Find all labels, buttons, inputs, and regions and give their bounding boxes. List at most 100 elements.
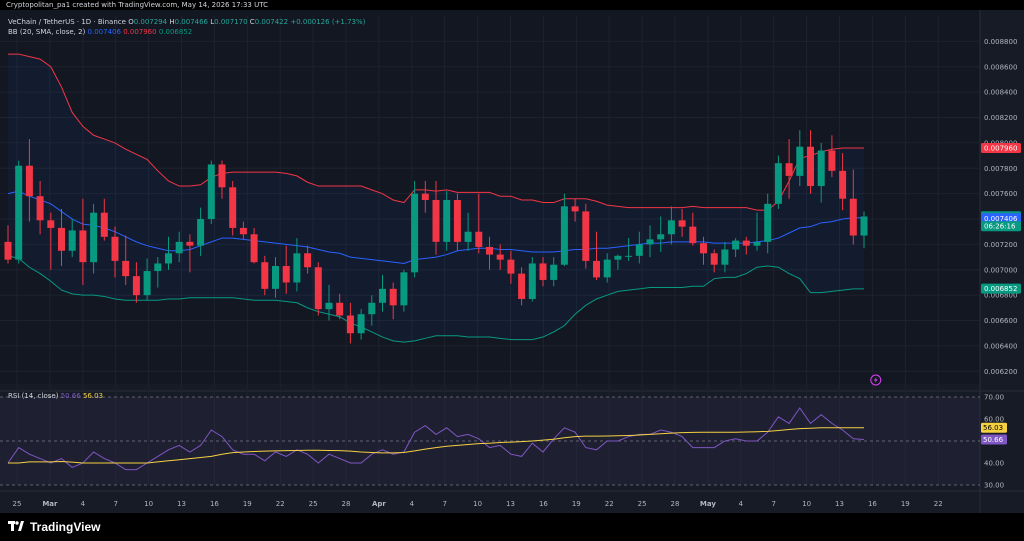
candle-body [657,234,665,240]
price-tick-label: 0.008800 [984,38,1017,46]
candle-body [807,146,814,187]
legend-c-label: C [249,18,255,26]
rsi-badge-label: 56.03 [983,424,1003,432]
candle-body [304,253,312,268]
price-tick-label: 0.007000 [984,266,1017,274]
candle-body [346,315,354,334]
candle-body [175,241,183,254]
rsi-legend-value: 50.66 [60,392,81,400]
price-tick-label: 0.007800 [984,165,1017,173]
candle-body [357,314,365,334]
candle-body [336,302,344,316]
candle-body [250,234,258,263]
time-tick-label: 16 [868,500,877,508]
legend-bb-label: BB (20, SMA, close, 2) [8,28,86,36]
legend-l-label: L [210,18,215,26]
candle-body [411,193,419,273]
candle-body [165,253,172,264]
candle-body [593,260,600,278]
candle-body [742,240,750,246]
price-badge [981,213,1021,224]
candle-body [154,263,162,272]
candle-body [700,243,707,254]
candle-body [100,212,108,237]
price-tick-label: 0.008200 [984,114,1017,122]
price-badge-label: 0.007406 [984,215,1018,223]
candle-body [368,302,376,315]
tradingview-logo-icon [8,521,24,531]
candle-body [47,220,55,228]
candle-body [25,165,33,197]
candle-body [400,272,408,306]
candle-body [860,216,868,236]
price-badge [981,283,1021,294]
candle-body [646,239,654,245]
candle-body [582,211,590,261]
time-tick-label: 25 [13,500,22,508]
candle-body [571,206,579,212]
candle-body [132,276,140,296]
candle-body [539,263,547,280]
candle-body [721,249,729,265]
legend-open: 0.007294 [133,18,168,26]
time-tick-label: 4 [410,500,415,508]
time-tick-label: 19 [901,500,910,508]
candle-body [36,196,44,221]
candle-body [486,246,493,255]
rsi-tick-label: 70.00 [984,394,1004,402]
candle-body [261,262,269,289]
price-tick-label: 0.007200 [984,241,1017,249]
legend-h-label: H [169,18,175,26]
time-tick-label: 4 [739,500,744,508]
footer: TradingView [0,513,1024,541]
price-tick-label: 0.006400 [984,342,1017,350]
rsi-badge [981,422,1007,433]
price-tick-label: 0.008400 [984,89,1017,97]
legend-symbol: VeChain / TetherUS · 1D · Binance [8,18,126,26]
time-tick-label: 22 [605,500,614,508]
candle-body [710,253,718,265]
countdown-badge [981,221,1021,232]
header-title: Cryptopolitan_pa1 created with TradingVi… [6,1,268,9]
candle-body [550,264,558,280]
time-tick-label: 16 [539,500,548,508]
badges: 0.0079600.0074220.0074060.00685206:26:16… [981,142,1021,445]
candle-body [314,267,322,310]
candle-body [507,259,515,274]
rsi-badge-label: 50.66 [983,436,1004,444]
candle-body [90,212,98,263]
legend-line-ohlc: VeChain / TetherUS · 1D · Binance O0.007… [8,17,365,27]
tradingview-logo-text: TradingView [30,520,101,534]
candle-body [464,231,472,242]
time-tick-label: 25 [309,500,318,508]
candle-body [79,230,87,263]
time-tick-label: 13 [177,500,186,508]
page-header: Cryptopolitan_pa1 created with TradingVi… [0,0,1024,10]
rsi-band [0,397,980,485]
chart-svg[interactable]: 0.006200 0.006400 0.006600 0.006800 0.007000… [0,10,1024,513]
candle-body [272,265,279,289]
candle-body [122,260,130,277]
legend-bb-upper: 0.007960 [123,28,157,36]
time-tick-label: 10 [802,500,811,508]
candle-body [325,302,333,310]
price-tick-label: 0.006200 [984,368,1017,376]
candle-body [282,265,290,283]
legend-change: +0.000126 (+1.73%) [290,18,366,26]
candle-body [15,165,23,260]
candle-body [764,203,772,242]
candle-body [207,164,215,220]
candle-body [753,241,761,246]
candles [4,130,882,386]
candle-body [432,200,440,242]
candle-body [293,253,301,283]
rsi-ma-legend-value: 56.03 [82,392,104,400]
candle-body [475,231,483,247]
legend-bb-basis: 0.007406 [87,28,121,36]
candle-body [667,220,675,235]
time-tick-label: 7 [113,500,117,508]
legend-o-label: O [128,18,134,26]
chart-area[interactable]: 0.006200 0.006400 0.006600 0.006800 0.007000… [0,10,1024,513]
candle-body [817,150,825,187]
chart-legend: VeChain / TetherUS · 1D · Binance O0.007… [8,17,365,37]
